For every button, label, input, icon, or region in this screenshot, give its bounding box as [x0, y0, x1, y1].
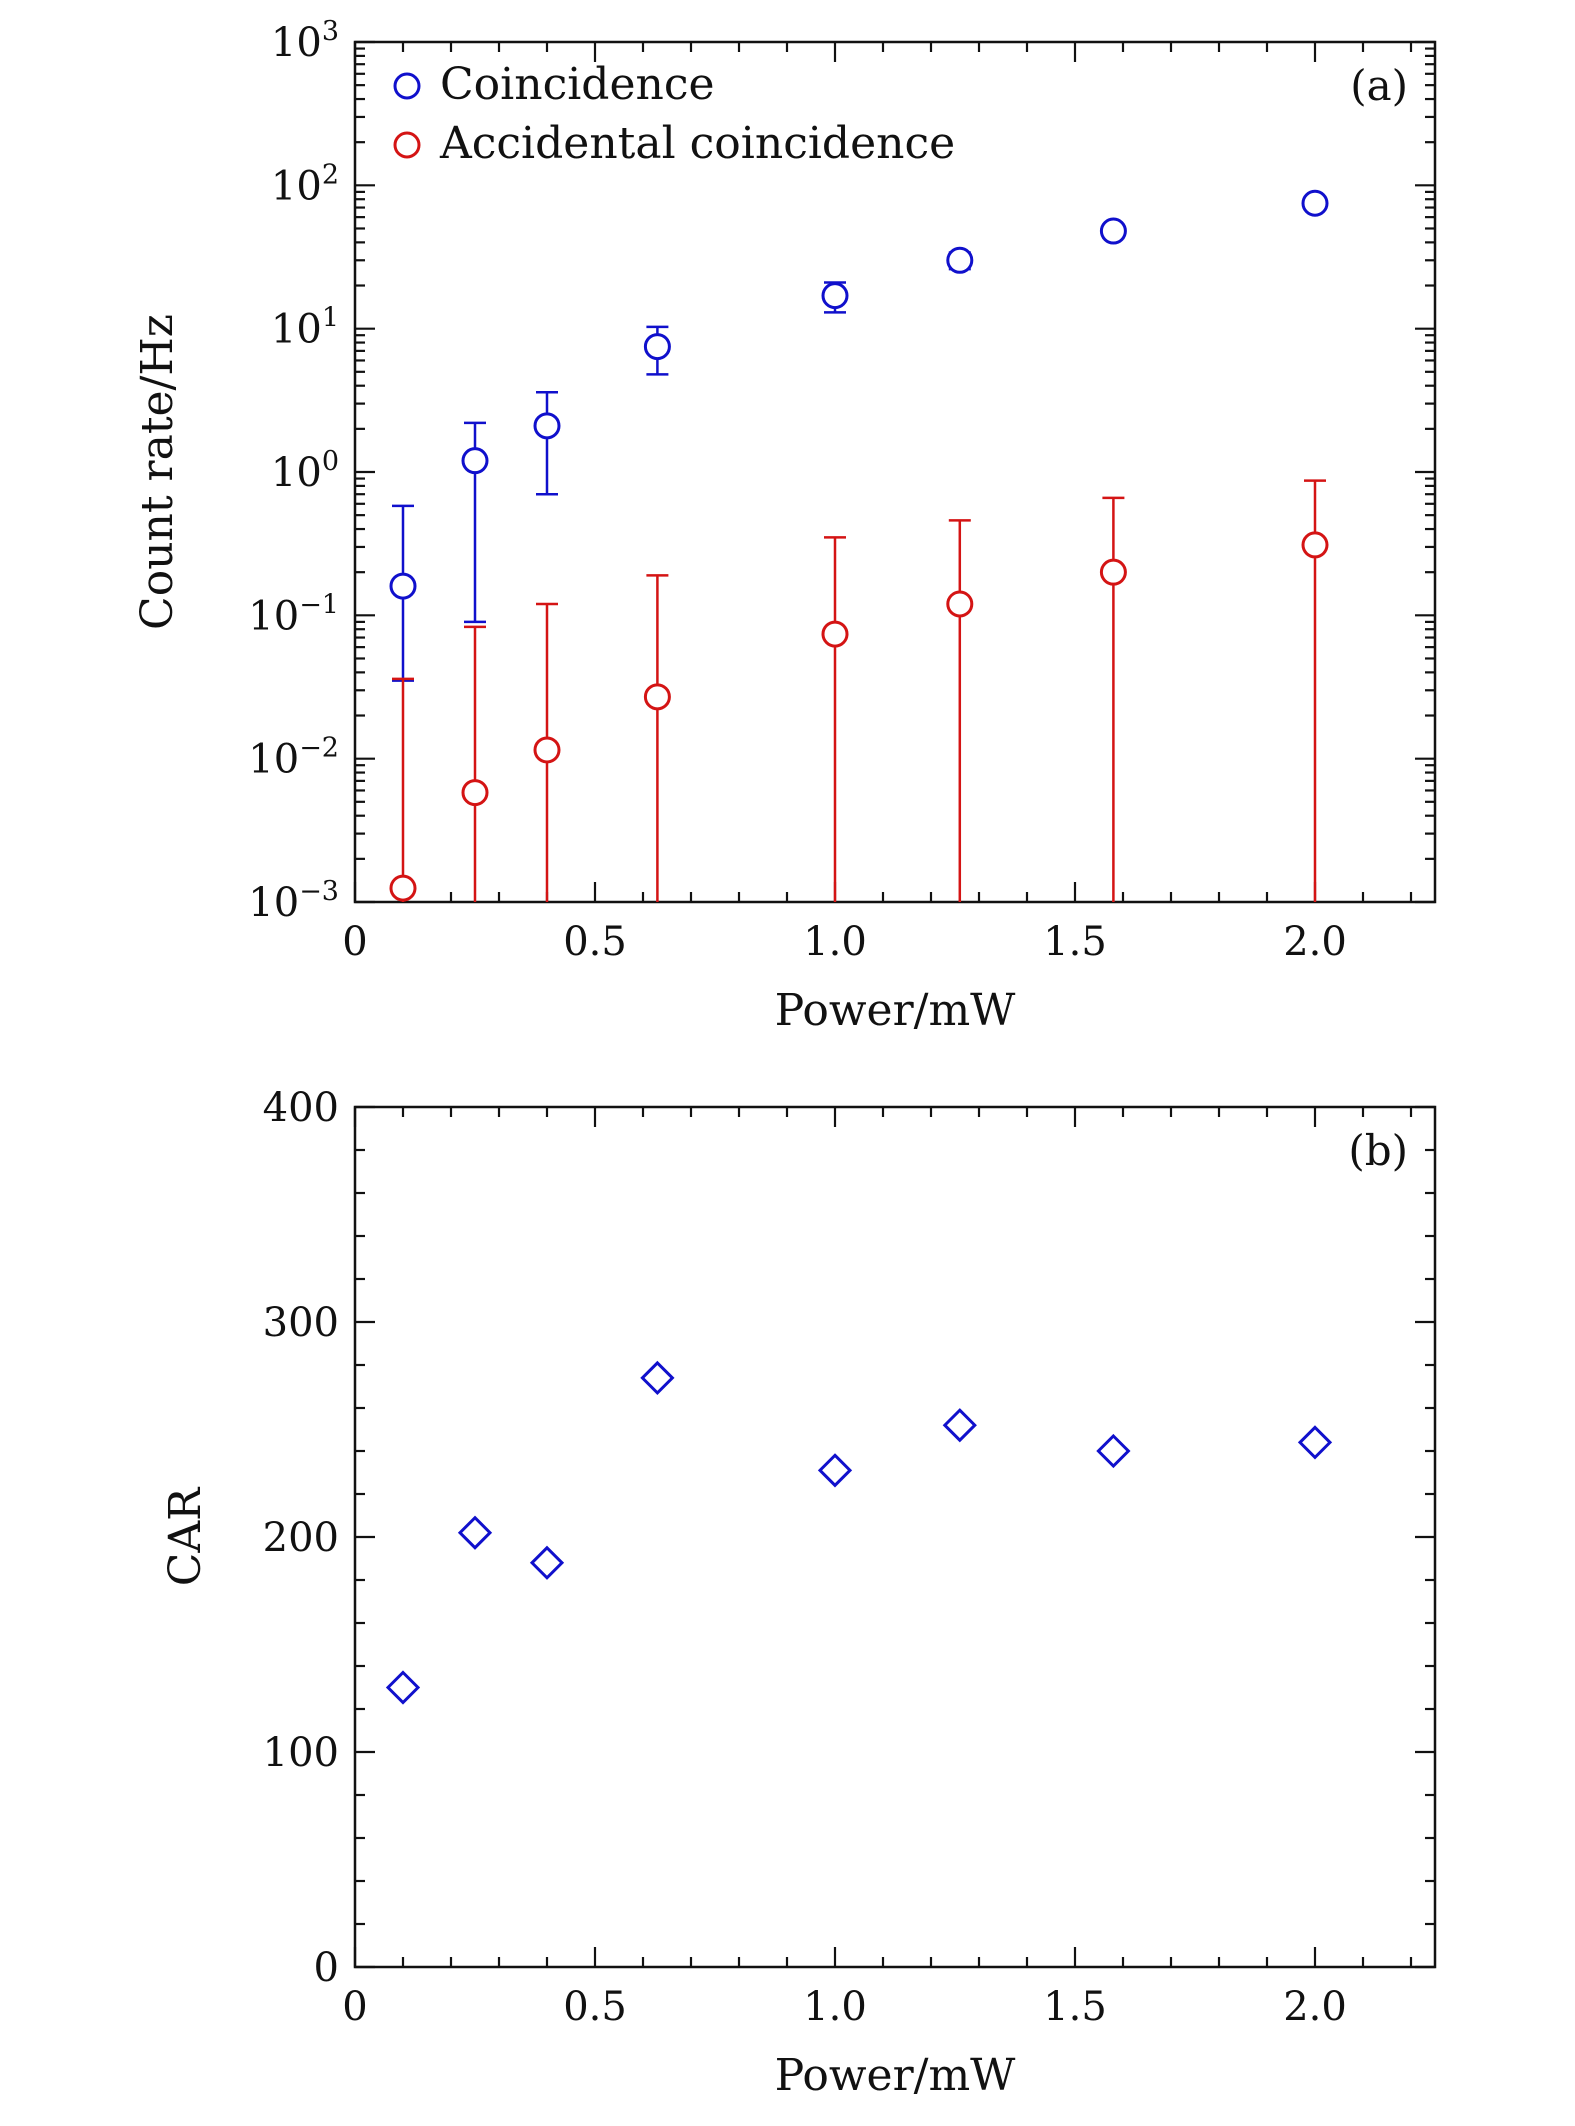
point-car: [529, 1545, 565, 1580]
x-tick-label: 1.0: [803, 919, 867, 965]
y-tick-label: 10−1: [248, 589, 339, 639]
y-tick-label: 101: [271, 303, 339, 353]
point-coincidence: [946, 246, 974, 274]
point-coincidence: [1301, 189, 1329, 217]
point-accidental-coincidence: [1301, 531, 1329, 559]
panel-a-axis-ticks: [353, 40, 1435, 904]
point-car: [640, 1360, 675, 1396]
point-coincidence: [461, 447, 489, 475]
legend-marker-accidental: [393, 131, 421, 159]
y-tick-label: 100: [271, 446, 339, 496]
panel-b-plot-frame: [353, 1105, 1437, 1969]
point-accidental-coincidence: [821, 620, 849, 648]
panel-b-label: (b): [1348, 1126, 1408, 1175]
panel-a-data-marks: [389, 189, 1329, 902]
panel-a-x-tick-labels: 0 0.5 1.0 1.5 2.0: [342, 919, 1347, 965]
x-tick-label: 2.0: [1283, 1984, 1347, 2030]
point-accidental-coincidence: [643, 683, 671, 711]
point-coincidence: [1099, 217, 1127, 245]
panel-b-car-chart: 0 0.5 1.0 1.5 2.0 0 100 200 300 400 Powe…: [160, 1085, 1437, 2101]
panel-b-x-axis-title: Power/mW: [775, 2050, 1017, 2101]
y-tick-label: 400: [263, 1085, 339, 1131]
x-tick-label: 1.5: [1043, 1984, 1107, 2030]
legend-marker-coincidence: [393, 72, 421, 100]
panel-b-data-marks: [385, 1360, 1333, 1705]
x-tick-label: 0.5: [563, 919, 627, 965]
point-accidental-coincidence: [533, 736, 561, 764]
y-tick-label: 200: [263, 1515, 339, 1561]
point-accidental-coincidence: [1099, 558, 1127, 586]
point-coincidence: [821, 282, 849, 310]
y-tick-label: 300: [263, 1300, 339, 1346]
x-tick-label: 2.0: [1283, 919, 1347, 965]
legend-label-coincidence: Coincidence: [440, 59, 715, 110]
x-tick-label: 0: [342, 1984, 367, 2030]
y-tick-label: 10−2: [248, 733, 339, 783]
x-tick-label: 1.5: [1043, 919, 1107, 965]
point-car: [457, 1515, 493, 1550]
panel-b-y-tick-labels: 0 100 200 300 400: [263, 1085, 339, 1991]
y-tick-label: 102: [271, 159, 339, 209]
point-car: [1096, 1433, 1131, 1469]
y-tick-label: 103: [271, 16, 339, 66]
x-tick-label: 0: [342, 919, 367, 965]
y-tick-label: 10−3: [248, 876, 339, 926]
point-accidental-coincidence: [946, 590, 974, 618]
panel-b-x-tick-labels: 0 0.5 1.0 1.5 2.0: [342, 1984, 1347, 2030]
panel-a-legend: Coincidence Accidental coincidence: [393, 59, 955, 169]
panel-a-plot-frame: [353, 40, 1437, 904]
point-accidental-coincidence: [461, 779, 489, 807]
point-car: [1297, 1425, 1333, 1460]
point-coincidence: [643, 333, 671, 361]
point-car: [385, 1670, 421, 1705]
point-car: [942, 1408, 977, 1443]
panel-b-axis-ticks: [353, 1105, 1435, 1969]
panel-a-y-tick-labels: 10−3 10−2 10−1 100 101 102 103: [248, 16, 339, 926]
point-coincidence: [389, 572, 417, 600]
legend-label-accidental: Accidental coincidence: [439, 118, 955, 169]
x-tick-label: 1.0: [803, 1984, 867, 2030]
panel-a-x-axis-title: Power/mW: [775, 985, 1017, 1036]
x-tick-label: 0.5: [563, 1984, 627, 2030]
panel-a-y-axis-title: Count rate/Hz: [132, 314, 183, 630]
y-tick-label: 0: [314, 1945, 339, 1991]
panel-a-count-rate-chart: 0 0.5 1.0 1.5 2.0 10−3 10−2 10−1 100 101…: [132, 16, 1437, 1036]
panel-a-label: (a): [1350, 61, 1408, 110]
point-accidental-coincidence: [389, 874, 417, 902]
point-car: [817, 1453, 853, 1488]
point-coincidence: [533, 412, 561, 440]
y-tick-label: 100: [263, 1730, 339, 1776]
panel-b-y-axis-title: CAR: [160, 1486, 211, 1586]
